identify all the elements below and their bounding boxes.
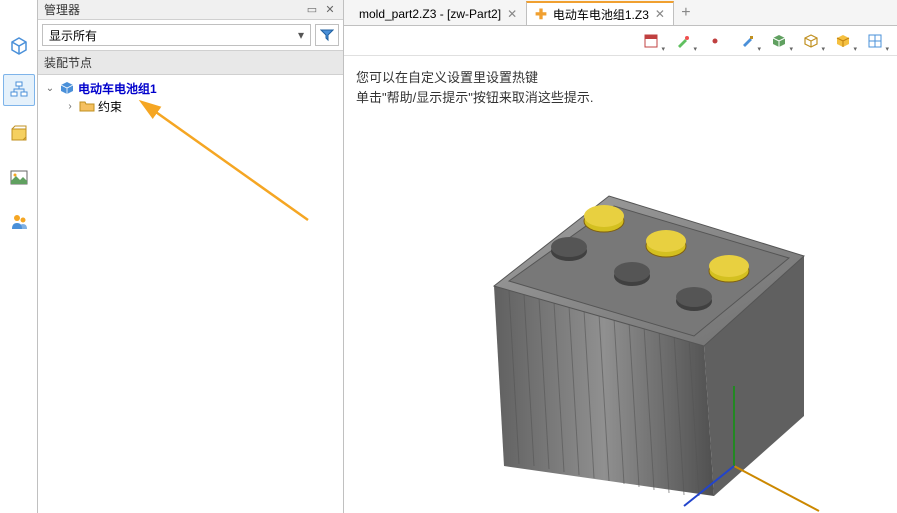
toolbar-cube-gold-button[interactable] [831, 29, 855, 53]
tab-close-icon[interactable]: ✕ [655, 7, 665, 21]
sidebar-tab-strip [0, 0, 38, 513]
document-tab-bar: mold_part2.Z3 - [zw-Part2] ✕ ✚ 电动车电池组1.Z… [344, 0, 897, 26]
toolbar-paint-button[interactable] [671, 29, 695, 53]
assembly-plus-icon: ✚ [535, 6, 547, 23]
section-header: 装配节点 [38, 51, 343, 75]
hint-line1: 您可以在自定义设置里设置热键 [356, 68, 593, 88]
sidebar-tab-cube[interactable] [3, 30, 35, 62]
3d-canvas[interactable]: 您可以在自定义设置里设置热键 单击"帮助/显示提示"按钮来取消这些提示. [344, 56, 897, 513]
sidebar-tab-hierarchy[interactable] [3, 74, 35, 106]
view-toolbar [344, 26, 897, 56]
tree-child-label: 约束 [98, 98, 122, 115]
toolbar-cube-solid-button[interactable] [767, 29, 791, 53]
sidebar-tab-box[interactable] [3, 118, 35, 150]
filter-funnel-button[interactable] [315, 24, 339, 46]
tree-root-row[interactable]: ⌄ 电动车电池组1 [40, 79, 341, 97]
tab-label: 电动车电池组1.Z3 [553, 6, 649, 23]
document-tab-inactive[interactable]: mold_part2.Z3 - [zw-Part2] ✕ [350, 1, 526, 25]
tree-child-row[interactable]: › 约束 [40, 97, 341, 115]
toolbar-grid-button[interactable] [863, 29, 887, 53]
panel-close-icon[interactable]: ✕ [323, 3, 337, 17]
viewport: mold_part2.Z3 - [zw-Part2] ✕ ✚ 电动车电池组1.Z… [344, 0, 897, 513]
hint-text: 您可以在自定义设置里设置热键 单击"帮助/显示提示"按钮来取消这些提示. [356, 68, 593, 107]
tab-close-icon[interactable]: ✕ [507, 7, 517, 21]
assembly-tree: ⌄ 电动车电池组1 › 约束 [38, 75, 343, 513]
folder-icon [79, 98, 95, 114]
filter-row: 显示所有 [38, 20, 343, 51]
panel-titlebar: 管理器 ▭ ✕ [38, 0, 343, 20]
tree-root-label: 电动车电池组1 [78, 80, 157, 97]
assembly-icon [59, 80, 75, 96]
annotation-arrow [138, 100, 318, 230]
battery-model: X [434, 116, 834, 513]
tab-label: mold_part2.Z3 - [zw-Part2] [359, 7, 501, 21]
toolbar-sheet-button[interactable] [639, 29, 663, 53]
sidebar-tab-user[interactable] [3, 206, 35, 238]
document-tab-active[interactable]: ✚ 电动车电池组1.Z3 ✕ [526, 1, 674, 25]
toolbar-brush-button[interactable] [735, 29, 759, 53]
panel-minimize-icon[interactable]: ▭ [305, 3, 319, 17]
sidebar-tab-image[interactable] [3, 162, 35, 194]
filter-dropdown[interactable]: 显示所有 [42, 24, 311, 46]
manager-panel: 管理器 ▭ ✕ 显示所有 装配节点 ⌄ 电动车电池组1 › 约束 [38, 0, 344, 513]
expander-icon[interactable]: ⌄ [44, 83, 56, 94]
hint-line2: 单击"帮助/显示提示"按钮来取消这些提示. [356, 88, 593, 108]
tab-add-button[interactable]: + [674, 1, 698, 25]
toolbar-cube-wire-button[interactable] [799, 29, 823, 53]
panel-title: 管理器 [44, 1, 80, 18]
expander-icon[interactable]: › [64, 101, 76, 112]
toolbar-dot-button[interactable] [703, 29, 727, 53]
filter-dropdown-label: 显示所有 [49, 27, 97, 44]
